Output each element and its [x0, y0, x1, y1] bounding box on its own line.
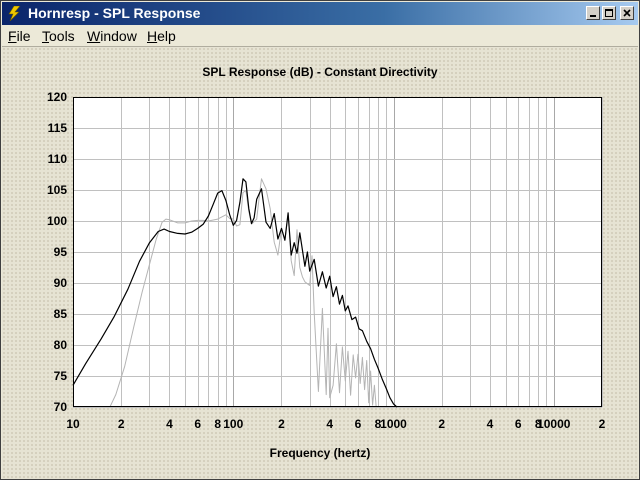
y-tick-label: 70 [54, 400, 68, 414]
x-axis-title: Frequency (hertz) [269, 446, 371, 460]
maximize-icon [605, 9, 613, 17]
x-tick-label: 2 [599, 417, 606, 431]
title-bar[interactable]: Hornresp - SPL Response [2, 2, 638, 25]
x-tick-label: 2 [438, 417, 445, 431]
x-tick-label: 2 [118, 417, 125, 431]
y-tick-label: 80 [54, 338, 68, 352]
x-tick-label: 8 [375, 417, 382, 431]
x-tick-label: 4 [166, 417, 173, 431]
window-title: Hornresp - SPL Response [28, 5, 201, 21]
menu-tools[interactable]: Tools [42, 28, 75, 44]
x-tick-label: 2 [278, 417, 285, 431]
y-tick-label: 120 [47, 90, 67, 104]
x-tick-label: 4 [326, 417, 333, 431]
close-button[interactable] [620, 6, 634, 20]
y-tick-label: 110 [48, 152, 68, 166]
plot-border [73, 97, 602, 407]
x-tick-label: 10000 [537, 417, 571, 431]
x-tick-label: 6 [515, 417, 522, 431]
x-tick-label: 8 [535, 417, 542, 431]
minimize-button[interactable] [586, 6, 600, 20]
menu-file[interactable]: File [8, 28, 31, 44]
y-tick-label: 115 [48, 121, 68, 135]
menu-help[interactable]: Help [147, 28, 176, 44]
lightning-bolt-icon [8, 6, 21, 21]
x-tick-label: 1000 [380, 417, 407, 431]
x-tick-label: 4 [487, 417, 494, 431]
maximize-button[interactable] [602, 6, 616, 20]
primary-spl-curve [72, 178, 398, 408]
chart-title: SPL Response (dB) - Constant Directivity [202, 65, 438, 79]
y-tick-label: 100 [47, 214, 67, 228]
x-tick-label: 10 [66, 417, 80, 431]
minimize-icon [590, 15, 596, 17]
x-tick-label: 8 [214, 417, 221, 431]
y-tick-label: 105 [47, 183, 67, 197]
x-tick-label: 6 [355, 417, 362, 431]
x-tick-label: 6 [194, 417, 201, 431]
x-tick-label: 100 [223, 417, 243, 431]
y-tick-label: 95 [54, 245, 68, 259]
close-icon [623, 9, 631, 17]
menu-bar: File Tools Window Help [2, 26, 638, 47]
y-tick-label: 85 [54, 307, 68, 321]
menu-window[interactable]: Window [87, 28, 137, 44]
y-tick-label: 75 [54, 369, 68, 383]
y-tick-label: 90 [54, 276, 68, 290]
